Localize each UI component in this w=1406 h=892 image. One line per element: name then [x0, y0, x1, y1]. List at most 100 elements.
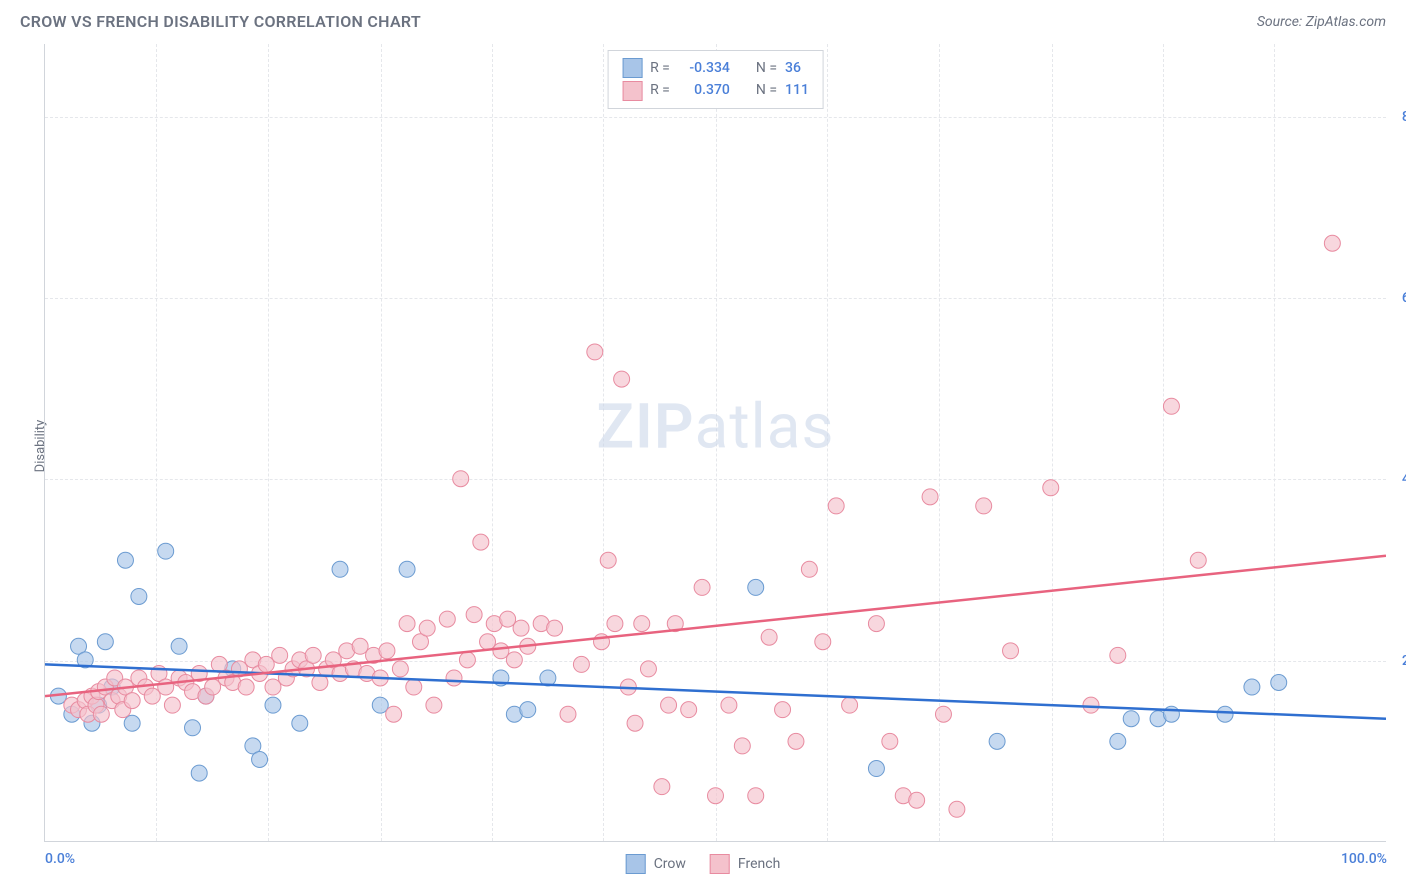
data-point: [97, 634, 113, 650]
data-point: [949, 801, 965, 817]
data-point: [654, 779, 670, 795]
legend-swatch: [622, 81, 642, 101]
data-point: [124, 693, 140, 709]
data-point: [1217, 706, 1233, 722]
data-point: [1123, 711, 1139, 727]
chart-title: CROW VS FRENCH DISABILITY CORRELATION CH…: [20, 12, 421, 31]
data-point: [815, 634, 831, 650]
data-point: [205, 679, 221, 695]
data-point: [446, 670, 462, 686]
series-legend: Crow French: [626, 854, 781, 874]
data-point: [513, 620, 529, 636]
data-point: [761, 629, 777, 645]
data-point: [909, 792, 925, 808]
data-point: [661, 697, 677, 713]
data-point: [1083, 697, 1099, 713]
data-point: [708, 788, 724, 804]
data-point: [158, 679, 174, 695]
data-point: [587, 344, 603, 360]
data-point: [238, 679, 254, 695]
data-point: [1324, 235, 1340, 251]
data-point: [171, 638, 187, 654]
x-tick-label: 0.0%: [45, 851, 75, 867]
data-point: [868, 761, 884, 777]
data-point: [607, 616, 623, 632]
data-point: [258, 656, 274, 672]
legend-swatch: [710, 854, 730, 874]
data-point: [1110, 647, 1126, 663]
data-point: [547, 620, 563, 636]
data-point: [976, 498, 992, 514]
data-point: [1163, 398, 1179, 414]
data-point: [117, 552, 133, 568]
data-point: [1244, 679, 1260, 695]
chart-source: Source: ZipAtlas.com: [1257, 14, 1386, 30]
data-point: [392, 661, 408, 677]
scatter-plot: [45, 44, 1386, 841]
data-point: [93, 706, 109, 722]
data-point: [600, 552, 616, 568]
data-point: [406, 679, 422, 695]
data-point: [272, 647, 288, 663]
data-point: [775, 702, 791, 718]
data-point: [158, 543, 174, 559]
data-point: [788, 733, 804, 749]
data-point: [520, 702, 536, 718]
data-point: [1110, 733, 1126, 749]
data-point: [694, 579, 710, 595]
data-point: [828, 498, 844, 514]
data-point: [144, 688, 160, 704]
data-point: [922, 489, 938, 505]
data-point: [466, 607, 482, 623]
x-tick-label: 100.0%: [1341, 851, 1387, 867]
plot-area: ZIPatlas R =-0.334N =36R =0.370N =111 20…: [44, 44, 1386, 842]
data-point: [459, 652, 475, 668]
data-point: [640, 661, 656, 677]
data-point: [372, 697, 388, 713]
data-point: [882, 733, 898, 749]
data-point: [1003, 643, 1019, 659]
legend-r-value: -0.334: [678, 57, 730, 79]
chart-header: CROW VS FRENCH DISABILITY CORRELATION CH…: [0, 0, 1406, 39]
data-point: [721, 697, 737, 713]
data-point: [681, 702, 697, 718]
legend-r-value: 0.370: [678, 79, 730, 101]
data-point: [473, 534, 489, 550]
data-point: [868, 616, 884, 632]
data-point: [734, 738, 750, 754]
data-point: [265, 679, 281, 695]
data-point: [252, 751, 268, 767]
correlation-legend: R =-0.334N =36R =0.370N =111: [607, 50, 824, 109]
legend-r-label: R =: [650, 57, 670, 79]
data-point: [1271, 675, 1287, 691]
data-point: [614, 371, 630, 387]
data-point: [634, 616, 650, 632]
y-tick-label: 80.0%: [1402, 109, 1406, 125]
legend-n-value: 36: [785, 57, 801, 79]
data-point: [801, 561, 817, 577]
series-legend-item: Crow: [626, 854, 686, 874]
data-point: [480, 634, 496, 650]
data-point: [506, 652, 522, 668]
data-point: [305, 647, 321, 663]
data-point: [292, 715, 308, 731]
data-point: [426, 697, 442, 713]
legend-label: French: [738, 856, 780, 872]
legend-n-value: 111: [785, 79, 809, 101]
legend-label: Crow: [654, 856, 686, 872]
data-point: [185, 720, 201, 736]
data-point: [164, 697, 180, 713]
data-point: [748, 579, 764, 595]
legend-swatch: [626, 854, 646, 874]
data-point: [560, 706, 576, 722]
legend-r-label: R =: [650, 79, 670, 101]
y-tick-label: 60.0%: [1402, 290, 1406, 306]
data-point: [573, 656, 589, 672]
y-tick-label: 20.0%: [1402, 653, 1406, 669]
data-point: [500, 611, 516, 627]
legend-swatch: [622, 58, 642, 78]
legend-n-label: N =: [756, 79, 777, 101]
data-point: [399, 561, 415, 577]
trend-line: [45, 556, 1386, 696]
data-point: [1043, 480, 1059, 496]
